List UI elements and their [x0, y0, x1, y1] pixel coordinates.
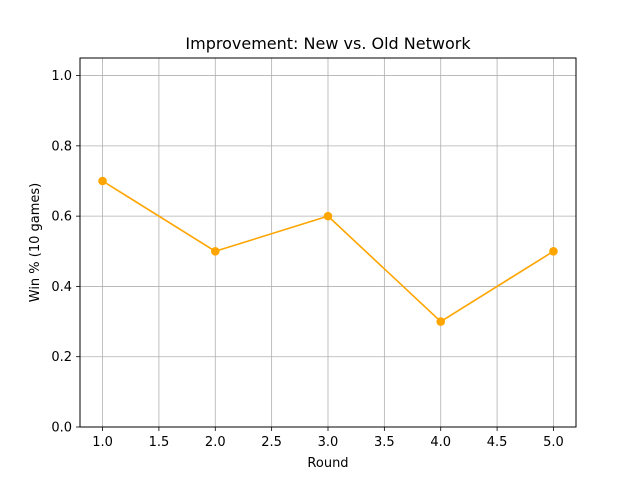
- x-tick-label: 2.0: [205, 435, 226, 450]
- data-point: [323, 211, 333, 221]
- chart-title: Improvement: New vs. Old Network: [185, 34, 471, 53]
- y-axis-ticks: 0.0 0.2 0.4 0.6 0.8 1.0: [51, 69, 80, 436]
- y-axis-label: Win % (10 games): [28, 183, 43, 303]
- x-tick-label: 4.5: [487, 435, 508, 450]
- x-tick-label: 3.5: [374, 435, 395, 450]
- data-point: [549, 246, 558, 256]
- x-tick-label: 1.5: [149, 435, 170, 450]
- x-axis-label: Round: [307, 456, 348, 471]
- data-point: [210, 246, 220, 256]
- x-tick-label: 3.0: [318, 435, 339, 450]
- grid: [80, 58, 576, 428]
- x-axis-ticks: 1.0 1.5 2.0 2.5 3.0 3.5 4.0 4.5 5.0: [92, 427, 564, 450]
- y-tick-label: 0.6: [51, 210, 72, 225]
- y-tick-label: 0.4: [51, 280, 72, 295]
- y-tick-label: 0.0: [51, 421, 72, 436]
- series-layer: [98, 176, 558, 326]
- y-tick-label: 0.2: [51, 350, 72, 365]
- data-point: [98, 176, 107, 186]
- y-tick-label: 1.0: [51, 69, 72, 84]
- x-tick-label: 5.0: [543, 435, 564, 450]
- y-tick-label: 0.8: [51, 139, 72, 154]
- x-tick-label: 2.5: [261, 435, 282, 450]
- x-tick-label: 4.0: [430, 435, 451, 450]
- data-point: [436, 317, 446, 326]
- x-tick-label: 1.0: [92, 435, 113, 450]
